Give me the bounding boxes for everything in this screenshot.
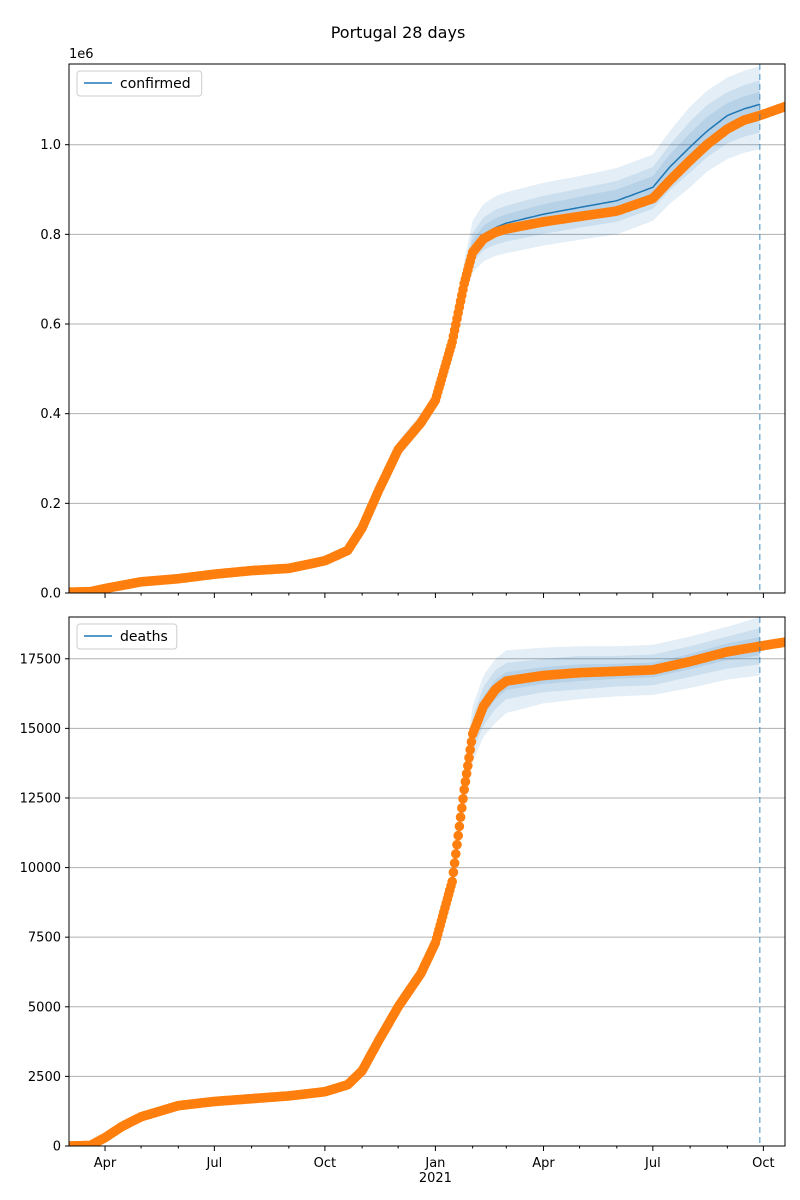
axes-frame [68,63,786,594]
observed-point [448,867,459,878]
x-tick-label: Apr [532,1156,555,1171]
y-tick-label: 10000 [20,861,61,876]
x-tick-label: Apr [94,1156,117,1171]
observed-point [466,737,477,747]
y-tick-label: 12500 [20,791,61,806]
y-tick-label: 0.4 [40,407,61,422]
observed-point [459,784,470,795]
observed-point [449,858,460,868]
deaths-panel: 0 2500 5000 7500 10000 12500 15000 17500 Apr Jul O… [20,616,786,1186]
confidence-band [69,617,760,1146]
y-tick-label: 0.2 [40,497,61,512]
observed-point [451,849,461,859]
observed-point [447,876,458,887]
observed-point [463,761,473,771]
legend: deaths [76,623,178,650]
x-tick-label: Jul [206,1156,223,1171]
x-year-label: 2021 [419,1171,452,1186]
observed-point [458,794,468,804]
legend-label: confirmed [120,76,191,92]
observed-point [453,830,464,841]
figure-title: Portugal 28 days [331,23,466,42]
y-scale-label: 1e6 [69,47,94,62]
observed-point [461,768,472,779]
legend-box [76,623,178,650]
y-tick-label: 0.8 [40,228,61,243]
observed-point [457,803,467,813]
observed-point [464,753,474,763]
observed-point [454,821,465,832]
y-tick-label: 0.6 [40,318,61,333]
confirmed-panel: 0.0 0.2 0.4 0.6 0.8 1.0 1e6 confirmed [40,47,786,602]
x-tick-label: Jan [424,1156,445,1171]
legend: confirmed [76,70,203,97]
x-tick-label: Oct [752,1156,774,1171]
y-tick-label: 15000 [20,722,61,737]
observed-points [69,637,785,1146]
observed-point [452,839,462,850]
y-tick-label: 2500 [28,1070,61,1085]
y-tick-label: 1.0 [40,138,61,153]
plot-area [69,66,785,593]
legend-box [76,70,203,97]
legend-label: deaths [120,629,168,645]
x-tick-label: Oct [314,1156,336,1171]
y-tick-label: 17500 [20,652,61,667]
y-tick-label: 0 [53,1140,61,1155]
observed-point [465,745,476,755]
confidence-band [69,80,760,593]
x-tick-label: Jul [644,1156,661,1171]
observed-point [780,101,785,112]
observed-points [69,101,785,593]
observed-point [780,637,785,647]
y-tick-label: 0.0 [40,587,61,602]
observed-point [460,776,471,787]
y-tick-label: 7500 [28,931,61,946]
confidence-band [69,66,760,593]
axes-frame [68,616,786,1147]
y-tick-label: 5000 [28,1000,61,1015]
plot-area [69,617,785,1146]
observed-point [455,812,466,822]
